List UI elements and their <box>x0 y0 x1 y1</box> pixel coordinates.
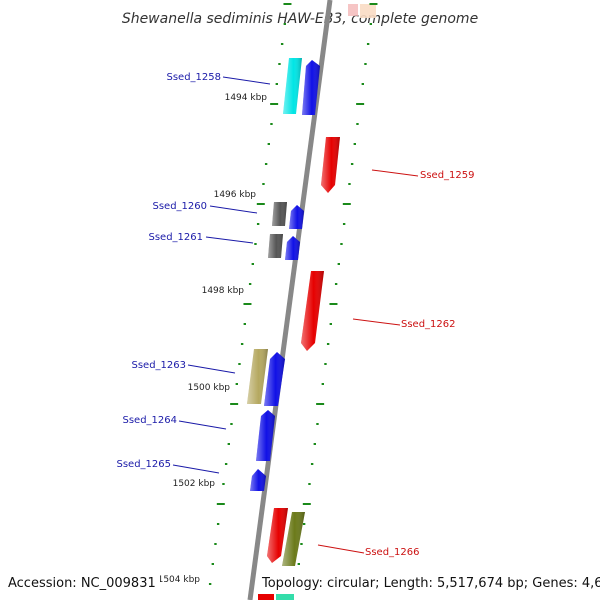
label-ssed-1258[interactable]: Ssed_1258 <box>166 72 221 83</box>
accession-text: Accession: NC_009831 <box>8 576 156 591</box>
cog-boxes <box>247 58 305 566</box>
label-ssed-1263[interactable]: Ssed_1263 <box>131 360 186 371</box>
kbp-label-1494: 1494 kbp <box>225 93 268 103</box>
label-ssed-1265[interactable]: Ssed_1265 <box>116 459 171 470</box>
label-ssed-1264[interactable]: Ssed_1264 <box>122 415 177 426</box>
kbp-label-1496: 1496 kbp <box>214 190 257 200</box>
label-ssed-1260[interactable]: Ssed_1260 <box>152 201 207 212</box>
gene-labels: Ssed_1258 Ssed_1259 Ssed_1260 Ssed_1261 … <box>116 72 474 558</box>
reverse-genes <box>267 137 340 563</box>
label-ssed-1259[interactable]: Ssed_1259 <box>420 170 475 181</box>
kbp-label-1504: 1504 kbp <box>158 575 201 585</box>
label-ssed-1266[interactable]: Ssed_1266 <box>365 547 420 558</box>
kbp-label-1500: 1500 kbp <box>188 383 231 393</box>
forward-genes <box>250 60 320 491</box>
topology-text: Topology: circular; Length: 5,517,674 bp… <box>261 576 600 591</box>
label-ssed-1262[interactable]: Ssed_1262 <box>401 319 456 330</box>
partial-genes-top <box>348 4 376 18</box>
kbp-label-1502: 1502 kbp <box>173 479 216 489</box>
genome-backbone <box>247 0 333 600</box>
scale-ticks <box>208 3 378 585</box>
kbp-scale: 1494 kbp 1496 kbp 1498 kbp 1500 kbp 1502… <box>158 93 268 585</box>
map-title: Shewanella sediminis HAW-EB3, complete g… <box>122 11 478 27</box>
label-ssed-1261[interactable]: Ssed_1261 <box>148 232 203 243</box>
kbp-label-1498: 1498 kbp <box>202 286 245 296</box>
label-leaders <box>172 76 419 554</box>
footer: Accession: NC_009831 Topology: circular;… <box>0 572 600 594</box>
partial-genes-bottom <box>258 590 294 600</box>
